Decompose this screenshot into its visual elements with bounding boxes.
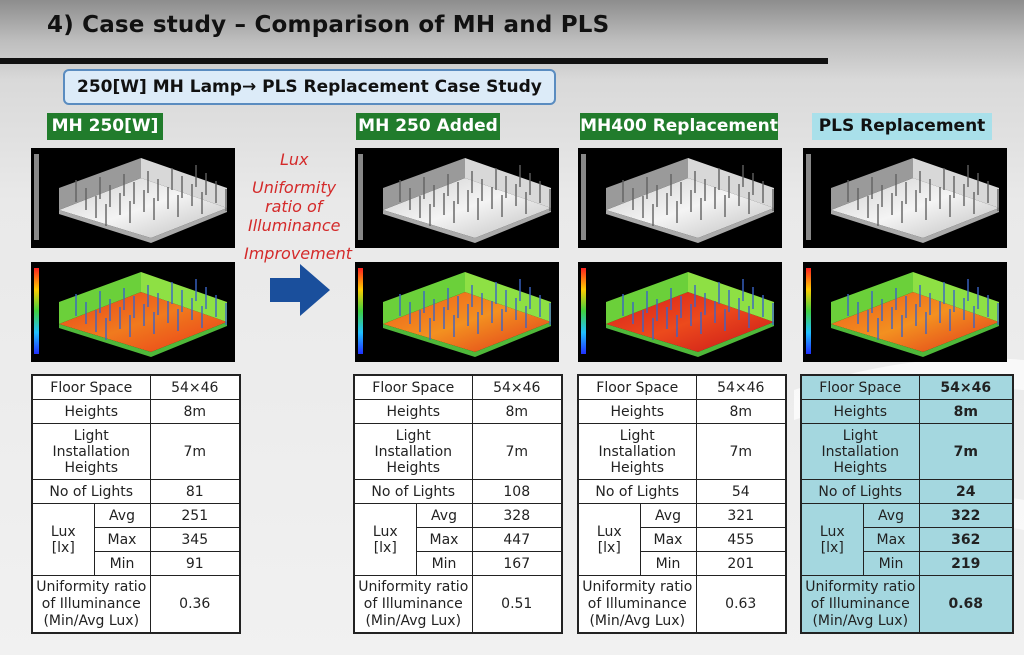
lux-min-value: 91 — [149, 551, 241, 576]
case-label-mh400-replacement: MH400 Replacement — [580, 113, 778, 140]
row-label-avg: Avg — [93, 503, 151, 528]
row-label-uniformity: Uniformity ratio of Illuminance (Min/Avg L… — [31, 575, 151, 634]
no-of-lights-value: 108 — [471, 479, 563, 504]
lux-avg-value: 321 — [695, 503, 787, 528]
no-of-lights-value: 24 — [918, 479, 1014, 504]
lux-min-value: 219 — [918, 551, 1014, 576]
illuminance-grayscale-render — [803, 148, 1007, 248]
row-label-max: Max — [93, 527, 151, 552]
row-label-lux: Lux [lx] — [800, 503, 864, 576]
row-label-max: Max — [639, 527, 697, 552]
row-label-avg: Avg — [862, 503, 920, 528]
row-label-floor-space: Floor Space — [577, 374, 697, 400]
no-of-lights-value: 81 — [149, 479, 241, 504]
row-label-max: Max — [415, 527, 473, 552]
case-data-table: Floor Space 54×46 Heights 8m Light Installati… — [31, 374, 241, 634]
illuminance-grayscale-render — [355, 148, 559, 248]
row-label-heights: Heights — [577, 399, 697, 424]
row-label-uniformity: Uniformity ratio of Illuminance (Min/Avg L… — [353, 575, 473, 634]
annotation-improvement: Improvement — [244, 244, 352, 263]
row-label-heights: Heights — [31, 399, 151, 424]
row-label-max: Max — [862, 527, 920, 552]
floor-space-value: 54×46 — [695, 374, 787, 400]
lux-max-value: 447 — [471, 527, 563, 552]
case-data-table: Floor Space 54×46 Heights 8m Light Installati… — [800, 374, 1014, 634]
row-label-floor-space: Floor Space — [353, 374, 473, 400]
annotation-lux: Lux — [280, 150, 309, 169]
uniformity-value: 0.68 — [918, 575, 1014, 634]
installation-heights-value: 7m — [149, 423, 241, 480]
case-label-mh250-added: MH 250 Added — [356, 113, 500, 140]
row-label-heights: Heights — [800, 399, 920, 424]
lux-max-value: 362 — [918, 527, 1014, 552]
row-label-no-of-lights: No of Lights — [577, 479, 697, 504]
lux-max-value: 345 — [149, 527, 241, 552]
floor-space-value: 54×46 — [918, 374, 1014, 400]
illuminance-heatmap-render — [31, 262, 235, 362]
heights-value: 8m — [695, 399, 787, 424]
case-data-table: Floor Space 54×46 Heights 8m Light Installati… — [577, 374, 787, 634]
illuminance-heatmap-render — [355, 262, 559, 362]
row-label-floor-space: Floor Space — [31, 374, 151, 400]
uniformity-value: 0.51 — [471, 575, 563, 634]
row-label-uniformity: Uniformity ratio of Illuminance (Min/Avg L… — [800, 575, 920, 634]
installation-heights-value: 7m — [471, 423, 563, 480]
case-data-table: Floor Space 54×46 Heights 8m Light Installati… — [353, 374, 563, 634]
row-label-min: Min — [639, 551, 697, 576]
row-label-lux: Lux [lx] — [31, 503, 95, 576]
row-label-heights: Heights — [353, 399, 473, 424]
row-label-no-of-lights: No of Lights — [800, 479, 920, 504]
no-of-lights-value: 54 — [695, 479, 787, 504]
floor-space-value: 54×46 — [471, 374, 563, 400]
uniformity-value: 0.36 — [149, 575, 241, 634]
illuminance-heatmap-render — [578, 262, 782, 362]
lux-avg-value: 328 — [471, 503, 563, 528]
row-label-lux: Lux [lx] — [577, 503, 641, 576]
case-label-mh250: MH 250[W] — [47, 113, 163, 140]
row-label-avg: Avg — [639, 503, 697, 528]
lux-min-value: 201 — [695, 551, 787, 576]
row-label-no-of-lights: No of Lights — [31, 479, 151, 504]
illuminance-grayscale-render — [31, 148, 235, 248]
lux-avg-value: 251 — [149, 503, 241, 528]
row-label-installation-heights: Light Installation Heights — [577, 423, 697, 480]
uniformity-value: 0.63 — [695, 575, 787, 634]
row-label-installation-heights: Light Installation Heights — [31, 423, 151, 480]
annotation-ratio-of: ratio of — [265, 197, 323, 216]
illuminance-heatmap-render — [803, 262, 1007, 362]
row-label-min: Min — [93, 551, 151, 576]
row-label-uniformity: Uniformity ratio of Illuminance (Min/Avg L… — [577, 575, 697, 634]
annotation-illuminance: Illuminance — [248, 216, 341, 235]
row-label-installation-heights: Light Installation Heights — [800, 423, 920, 480]
right-arrow-icon — [270, 264, 330, 316]
row-label-floor-space: Floor Space — [800, 374, 920, 400]
case-label-pls-replacement: PLS Replacement — [812, 113, 992, 140]
row-label-min: Min — [862, 551, 920, 576]
heights-value: 8m — [471, 399, 563, 424]
row-label-installation-heights: Light Installation Heights — [353, 423, 473, 480]
row-label-no-of-lights: No of Lights — [353, 479, 473, 504]
installation-heights-value: 7m — [695, 423, 787, 480]
row-label-lux: Lux [lx] — [353, 503, 417, 576]
row-label-min: Min — [415, 551, 473, 576]
case-study-subtitle: 250[W] MH Lamp→ PLS Replacement Case Stu… — [63, 69, 556, 105]
floor-space-value: 54×46 — [149, 374, 241, 400]
annotation-uniformity: Uniformity — [252, 178, 337, 197]
heights-value: 8m — [149, 399, 241, 424]
heights-value: 8m — [918, 399, 1014, 424]
page-title: 4) Case study – Comparison of MH and PLS — [47, 12, 610, 38]
lux-avg-value: 322 — [918, 503, 1014, 528]
row-label-avg: Avg — [415, 503, 473, 528]
illuminance-grayscale-render — [578, 148, 782, 248]
lux-max-value: 455 — [695, 527, 787, 552]
lux-min-value: 167 — [471, 551, 563, 576]
installation-heights-value: 7m — [918, 423, 1014, 480]
title-underline — [0, 58, 828, 64]
